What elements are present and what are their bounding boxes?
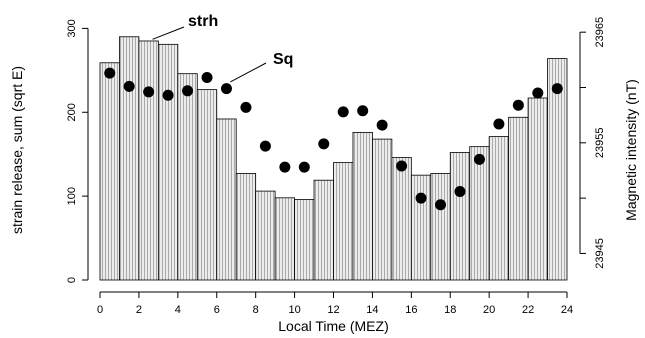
point-sq-20 bbox=[493, 118, 505, 130]
points-layer bbox=[104, 67, 563, 211]
x-tick-label-10: 20 bbox=[483, 304, 495, 316]
point-sq-21 bbox=[512, 99, 524, 111]
bar-strh-13 bbox=[352, 131, 373, 281]
point-sq-23 bbox=[551, 83, 563, 95]
point-sq-14 bbox=[376, 119, 388, 131]
y2-axis-title: Magnetic intensity (nT) bbox=[623, 79, 639, 221]
bar-strh-8 bbox=[255, 190, 276, 281]
bar-strh-11 bbox=[313, 179, 334, 281]
bar-strh-18 bbox=[449, 152, 471, 281]
x-tick-label-12: 24 bbox=[561, 304, 573, 316]
x-tick-label-3: 6 bbox=[214, 304, 220, 316]
annotations-layer: strh Sq bbox=[152, 13, 293, 83]
point-sq-5 bbox=[201, 72, 213, 84]
point-sq-12 bbox=[337, 106, 349, 118]
y-tick-label-3: 300 bbox=[66, 19, 78, 37]
x-tick-label-0: 0 bbox=[97, 304, 103, 316]
point-sq-1 bbox=[123, 80, 135, 92]
point-sq-9 bbox=[279, 161, 291, 173]
y-tick-label-2: 200 bbox=[66, 103, 78, 121]
point-sq-13 bbox=[357, 105, 369, 117]
bar-strh-23 bbox=[547, 58, 568, 281]
annotation-sq-label: Sq bbox=[273, 51, 293, 68]
bar-strh-12 bbox=[333, 162, 354, 281]
x-tick-label-7: 14 bbox=[366, 304, 378, 316]
x-tick-label-9: 18 bbox=[444, 304, 456, 316]
annotation-sq-leader bbox=[230, 62, 267, 83]
bar-strh-22 bbox=[527, 97, 548, 281]
point-sq-2 bbox=[143, 86, 155, 98]
bar-strh-20 bbox=[488, 136, 510, 281]
y-tick-label-1: 100 bbox=[66, 187, 78, 205]
annotation-strh-leader bbox=[152, 26, 185, 40]
bar-strh-7 bbox=[235, 173, 257, 281]
point-sq-10 bbox=[298, 161, 310, 173]
point-sq-17 bbox=[435, 199, 447, 211]
point-sq-19 bbox=[473, 153, 485, 165]
point-sq-11 bbox=[318, 138, 330, 150]
bar-strh-3 bbox=[157, 43, 179, 281]
bar-strh-2 bbox=[138, 40, 159, 281]
bar-strh-10 bbox=[294, 199, 315, 281]
point-sq-0 bbox=[104, 67, 116, 79]
annotation-strh-label: strh bbox=[188, 13, 218, 30]
x-tick-label-4: 8 bbox=[253, 304, 259, 316]
point-sq-4 bbox=[182, 85, 194, 97]
point-sq-18 bbox=[454, 185, 466, 197]
y2-tick-label-0: 23945 bbox=[594, 238, 606, 269]
bar-strh-16 bbox=[410, 174, 432, 281]
y-axis-title: strain release, sum (sqrt E) bbox=[9, 66, 25, 234]
x-tick-label-11: 22 bbox=[522, 304, 534, 316]
bar-strh-1 bbox=[119, 36, 140, 281]
bar-strh-0 bbox=[99, 62, 120, 281]
point-sq-15 bbox=[396, 160, 408, 172]
x-tick-label-1: 2 bbox=[136, 304, 142, 316]
y-tick-label-0: 0 bbox=[66, 277, 78, 283]
bar-strh-9 bbox=[274, 197, 295, 281]
bar-strh-21 bbox=[508, 116, 529, 281]
bar-strh-14 bbox=[372, 138, 393, 281]
x-tick-label-5: 10 bbox=[288, 304, 300, 316]
point-sq-16 bbox=[415, 192, 427, 204]
y2-tick-label-2: 23965 bbox=[594, 17, 606, 48]
point-sq-6 bbox=[220, 83, 232, 95]
x-tick-label-8: 16 bbox=[405, 304, 417, 316]
bar-strh-4 bbox=[177, 73, 198, 281]
point-sq-8 bbox=[259, 140, 271, 152]
bar-strh-19 bbox=[469, 146, 490, 281]
bar-strh-5 bbox=[196, 89, 218, 281]
x-tick-label-6: 12 bbox=[327, 304, 339, 316]
point-sq-22 bbox=[532, 87, 544, 99]
bar-strh-17 bbox=[430, 173, 451, 281]
x-axis-title: Local Time (MEZ) bbox=[278, 318, 388, 334]
bars-layer bbox=[99, 36, 568, 281]
point-sq-7 bbox=[240, 101, 252, 113]
point-sq-3 bbox=[162, 89, 174, 101]
bar-strh-6 bbox=[216, 118, 237, 281]
y2-tick-label-1: 23955 bbox=[594, 128, 606, 159]
x-tick-label-2: 4 bbox=[175, 304, 181, 316]
bar-strh-15 bbox=[391, 157, 412, 281]
